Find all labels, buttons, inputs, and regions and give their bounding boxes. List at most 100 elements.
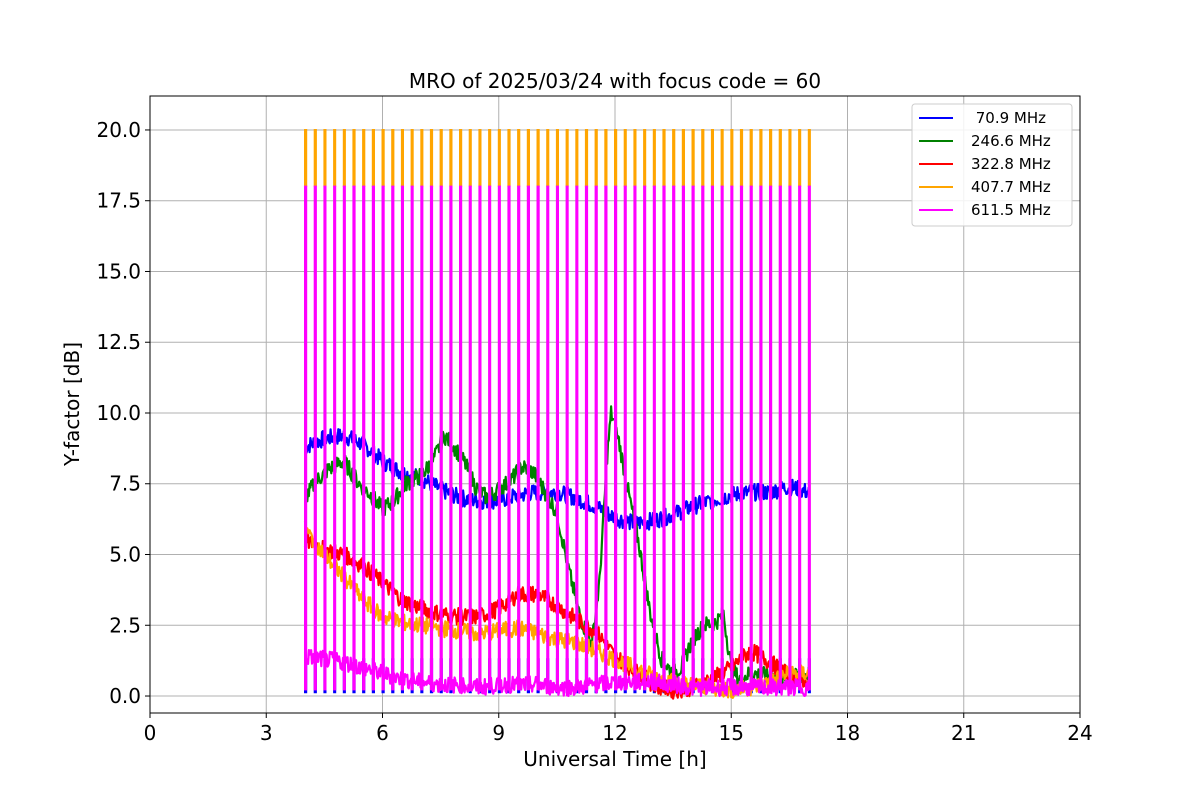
calibration-spike <box>798 185 802 691</box>
calibration-spike <box>701 185 705 691</box>
calibration-spike <box>604 129 608 187</box>
calibration-spike <box>788 129 792 187</box>
calibration-spike <box>497 129 501 187</box>
calibration-spike <box>555 129 559 187</box>
calibration-spike <box>594 185 598 691</box>
x-axis-ticks: 0 3 6 9 12 15 18 21 24 <box>144 713 1093 745</box>
calibration-spike <box>478 185 482 691</box>
calibration-spike <box>623 185 627 691</box>
calibration-spike <box>681 129 685 187</box>
y-tick-label: 0.0 <box>109 684 141 708</box>
calibration-spike <box>749 129 753 187</box>
y-tick-label: 5.0 <box>109 543 141 567</box>
calibration-spike <box>643 129 647 187</box>
calibration-spike <box>633 129 637 187</box>
calibration-spike <box>410 185 414 691</box>
calibration-spike <box>526 129 530 187</box>
x-tick-label: 15 <box>719 721 744 745</box>
calibration-spike <box>459 129 463 187</box>
legend-label: 246.6 MHz <box>971 132 1051 150</box>
calibration-spike <box>652 185 656 691</box>
x-tick-label: 12 <box>602 721 627 745</box>
calibration-spike <box>342 129 346 187</box>
calibration-spike <box>759 185 763 691</box>
calibration-spike <box>449 185 453 691</box>
calibration-spike <box>536 185 540 691</box>
x-tick-label: 9 <box>492 721 505 745</box>
x-tick-label: 18 <box>835 721 860 745</box>
chart-title: MRO of 2025/03/24 with focus code = 60 <box>409 69 821 93</box>
calibration-spike <box>652 129 656 187</box>
calibration-spike <box>604 185 608 691</box>
calibration-spike <box>468 129 472 187</box>
calibration-spike <box>488 129 492 187</box>
calibration-spike <box>807 185 811 691</box>
calibration-spike <box>352 185 356 691</box>
calibration-spike <box>429 185 434 691</box>
calibration-spike <box>575 129 579 187</box>
calibration-spike <box>362 185 366 691</box>
y-axis-label: Y-factor [dB] <box>60 342 84 467</box>
series-3 <box>303 129 811 699</box>
calibration-spike <box>517 129 521 187</box>
calibration-spike <box>575 185 579 691</box>
calibration-spike <box>778 129 782 187</box>
calibration-spike <box>584 129 589 187</box>
calibration-spike <box>672 129 676 187</box>
calibration-spike <box>584 185 589 691</box>
calibration-spike <box>507 185 511 691</box>
calibration-spike <box>313 129 317 187</box>
legend: 70.9 MHz 246.6 MHz 322.8 MHz 407.7 MHz 611.5… <box>911 103 1073 227</box>
calibration-spike <box>594 129 598 187</box>
calibration-spike <box>614 185 618 691</box>
calibration-spike <box>333 185 337 691</box>
calibration-spike <box>449 129 453 187</box>
calibration-spike <box>691 129 695 187</box>
calibration-spike <box>342 185 346 691</box>
calibration-spike <box>304 185 308 691</box>
legend-label: 407.7 MHz <box>971 178 1051 196</box>
x-axis-label: Universal Time [h] <box>523 747 706 771</box>
calibration-spike <box>517 185 521 691</box>
calibration-spike <box>643 185 647 691</box>
calibration-spike <box>323 185 327 691</box>
y-tick-label: 17.5 <box>96 189 141 213</box>
calibration-spike <box>807 129 811 187</box>
calibration-spike <box>420 129 424 187</box>
calibration-spike <box>701 129 705 187</box>
y-tick-label: 12.5 <box>96 330 141 354</box>
x-tick-label: 21 <box>951 721 976 745</box>
calibration-spike <box>400 129 404 187</box>
calibration-spike <box>662 185 666 691</box>
legend-label: 611.5 MHz <box>971 201 1051 219</box>
calibration-spike <box>333 129 337 187</box>
calibration-spike <box>371 185 375 691</box>
calibration-spike <box>429 129 434 187</box>
calibration-spike <box>546 129 550 187</box>
calibration-spike <box>565 129 569 187</box>
calibration-spike <box>720 129 724 187</box>
calibration-spike <box>459 185 463 691</box>
calibration-spike <box>739 129 744 187</box>
calibration-spike <box>691 185 695 691</box>
calibration-spike <box>798 129 802 187</box>
calibration-spike <box>304 129 308 187</box>
legend-box <box>911 103 1073 227</box>
calibration-spike <box>672 185 676 691</box>
calibration-spike <box>555 185 559 691</box>
calibration-spike <box>720 185 724 691</box>
calibration-spike <box>313 185 317 691</box>
calibration-spike <box>739 185 744 691</box>
calibration-spike <box>439 129 443 187</box>
legend-label: 70.9 MHz <box>971 109 1046 127</box>
calibration-spike <box>391 129 395 187</box>
calibration-spike <box>371 129 375 187</box>
x-tick-label: 24 <box>1067 721 1092 745</box>
calibration-spike <box>381 185 385 691</box>
calibration-spike <box>759 129 763 187</box>
calibration-spike <box>565 185 569 691</box>
calibration-spike <box>681 185 685 691</box>
calibration-spike <box>623 129 627 187</box>
y-tick-label: 15.0 <box>96 259 141 283</box>
